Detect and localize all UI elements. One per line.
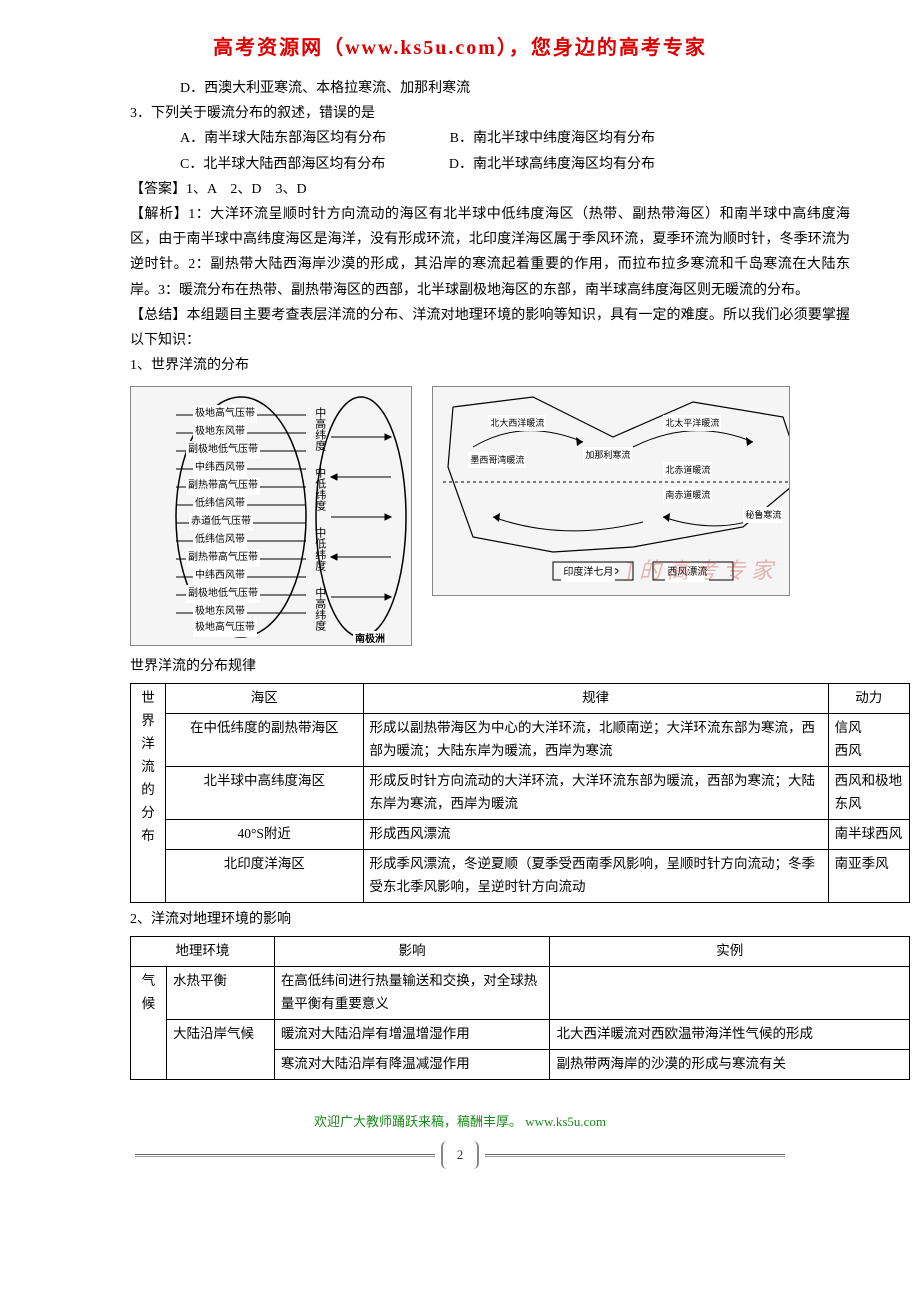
answer-line: 【答案】1、A 2、D 3、D — [70, 177, 850, 202]
analysis-para: 【解析】1：大洋环流呈顺时针方向流动的海区有北半球中低纬度海区（热带、副热带海区… — [70, 202, 850, 303]
page-footer: 欢迎广大教师踊跃来稿，稿酬丰厚。 www.ks5u.com 2 — [70, 1110, 850, 1169]
zone-4: 中纬西风带 — [193, 459, 247, 477]
zone-6: 低纬信风带 — [193, 495, 247, 513]
map-label-5: 北赤道暖流 — [663, 462, 712, 478]
t2-row-1: 大陆沿岸气候 暖流对大陆沿岸有增温增湿作用 北大西洋暖流对西欧温带海洋性气候的形… — [131, 1019, 910, 1049]
t1-head-rule: 规律 — [363, 684, 828, 714]
page-number: 2 — [441, 1141, 480, 1168]
map-label-2: 北太平洋暖流 — [663, 415, 721, 431]
t1-row-1: 北半球中高纬度海区 形成反时针方向流动的大洋环流，大洋环流东部为暖流，西部为寒流… — [131, 767, 910, 820]
zone-9: 副热带高气压带 — [186, 549, 260, 567]
table1-caption: 世界洋流的分布规律 — [70, 654, 850, 679]
t1-side: 世界洋流的分布 — [131, 684, 166, 903]
subhead-1: 1、世界洋流的分布 — [70, 353, 850, 378]
q3-option-a: A．南半球大陆东部海区均有分布 — [180, 131, 386, 146]
antarctic-label: 南极洲 — [353, 631, 387, 646]
t2-side: 气候 — [131, 967, 167, 1080]
watermark-text: ]的高考专家 — [624, 551, 779, 591]
footer-url: www.ks5u.com — [525, 1114, 606, 1129]
t1-head-power: 动力 — [828, 684, 909, 714]
zone-8: 低纬信风带 — [193, 531, 247, 549]
zone-10: 中纬西风带 — [193, 567, 247, 585]
q3-option-c: C．北半球大陆西部海区均有分布 — [180, 157, 385, 172]
t2-head-env: 地理环境 — [131, 937, 275, 967]
zone-3: 副极地低气压带 — [186, 441, 260, 459]
zone-7: 赤道低气压带 — [189, 513, 253, 531]
option-d-prev: D．西澳大利亚寒流、本格拉寒流、加那利寒流 — [70, 76, 850, 101]
t2-head-effect: 影响 — [274, 937, 550, 967]
vlabel-4: 中高纬度 — [309, 587, 329, 631]
footer-text: 欢迎广大教师踊跃来稿，稿酬丰厚。 — [314, 1114, 522, 1129]
t1-head-sea: 海区 — [165, 684, 363, 714]
vlabel-3: 中低纬度 — [309, 527, 329, 571]
subhead-2: 2、洋流对地理环境的影响 — [70, 907, 850, 932]
zone-5: 副热带高气压带 — [186, 477, 260, 495]
zone-11: 副极地低气压带 — [186, 585, 260, 603]
page-number-wrap: 2 — [70, 1141, 850, 1168]
map-label-3: 墨西哥湾暖流 — [468, 452, 526, 468]
diagram-row: 极地高气压带 极地东风带 副极地低气压带 中纬西风带 副热带高气压带 低纬信风带… — [130, 386, 790, 646]
distribution-table: 世界洋流的分布 海区 规律 动力 在中低纬度的副热带海区 形成以副热带海区为中心… — [130, 683, 910, 903]
ocean-current-map: 0° 北大西洋暖流 北太平洋暖流 墨西哥湾暖流 加那利寒流 北赤道暖流 南赤道暖… — [432, 386, 790, 596]
map-label-7: 秘鲁寒流 — [743, 507, 783, 523]
pressure-belt-diagram: 极地高气压带 极地东风带 副极地低气压带 中纬西风带 副热带高气压带 低纬信风带… — [130, 386, 412, 646]
t2-head-example: 实例 — [550, 937, 910, 967]
map-label-1: 北大西洋暖流 — [488, 415, 546, 431]
vlabel-2: 中低纬度 — [309, 467, 329, 511]
zone-13: 极地高气压带 — [193, 619, 257, 637]
map-label-4: 加那利寒流 — [583, 447, 632, 463]
t1-row-0: 在中低纬度的副热带海区 形成以副热带海区为中心的大洋环流，北顺南逆；大洋环流东部… — [131, 714, 910, 767]
q3-option-d: D．南北半球高纬度海区均有分布 — [449, 152, 655, 177]
map-label-8: 印度洋七月 — [561, 564, 615, 582]
vlabel-1: 中高纬度 — [309, 407, 329, 451]
map-label-6: 南赤道暖流 — [663, 487, 712, 503]
zone-1: 极地高气压带 — [193, 405, 257, 423]
zone-2: 极地东风带 — [193, 423, 247, 441]
question-3: 3．下列关于暖流分布的叙述，错误的是 — [70, 101, 850, 126]
influence-table: 地理环境 影响 实例 气候 水热平衡 在高低纬间进行热量输送和交换，对全球热量平… — [130, 936, 910, 1080]
summary-para: 【总结】本组题目主要考查表层洋流的分布、洋流对地理环境的影响等知识，具有一定的难… — [70, 303, 850, 353]
t2-row-0: 气候 水热平衡 在高低纬间进行热量输送和交换，对全球热量平衡有重要意义 — [131, 967, 910, 1020]
t1-row-2: 40°S附近 形成西风漂流 南半球西风 — [131, 820, 910, 850]
page-header: 高考资源网（www.ks5u.com），您身边的高考专家 — [70, 30, 850, 66]
oval-svg — [131, 387, 412, 646]
t1-row-3: 北印度洋海区 形成季风漂流，冬逆夏顺（夏季受西南季风影响，呈顺时针方向流动；冬季… — [131, 850, 910, 903]
q3-option-b: B．南北半球中纬度海区均有分布 — [450, 126, 655, 151]
